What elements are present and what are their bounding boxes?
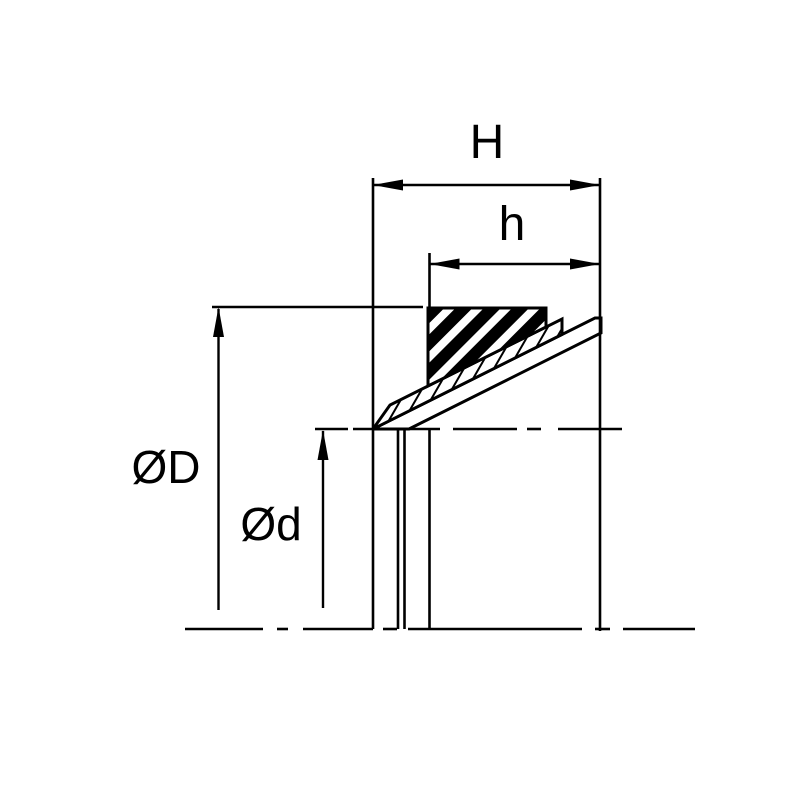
arrowhead-right — [570, 179, 600, 191]
reinforcement-band — [371, 316, 564, 431]
dimension-label-H: H — [470, 116, 505, 169]
arrowhead-up — [317, 430, 329, 460]
extension-lines — [212, 178, 602, 631]
arrowhead-right — [570, 258, 600, 270]
dimension-label-OD: ØD — [132, 441, 201, 493]
dimension-h: h — [429, 198, 600, 270]
seal-body-section — [426, 306, 548, 389]
dimension-H: H — [373, 116, 600, 191]
dimension-OD: ØD — [132, 307, 224, 610]
dimension-label-Od: Ød — [240, 498, 301, 550]
arrowhead-left — [429, 258, 460, 270]
dimension-Od: Ød — [240, 430, 329, 608]
arrowhead-up — [213, 307, 224, 337]
arrowhead-left — [373, 179, 403, 191]
dimension-label-h: h — [499, 198, 526, 251]
